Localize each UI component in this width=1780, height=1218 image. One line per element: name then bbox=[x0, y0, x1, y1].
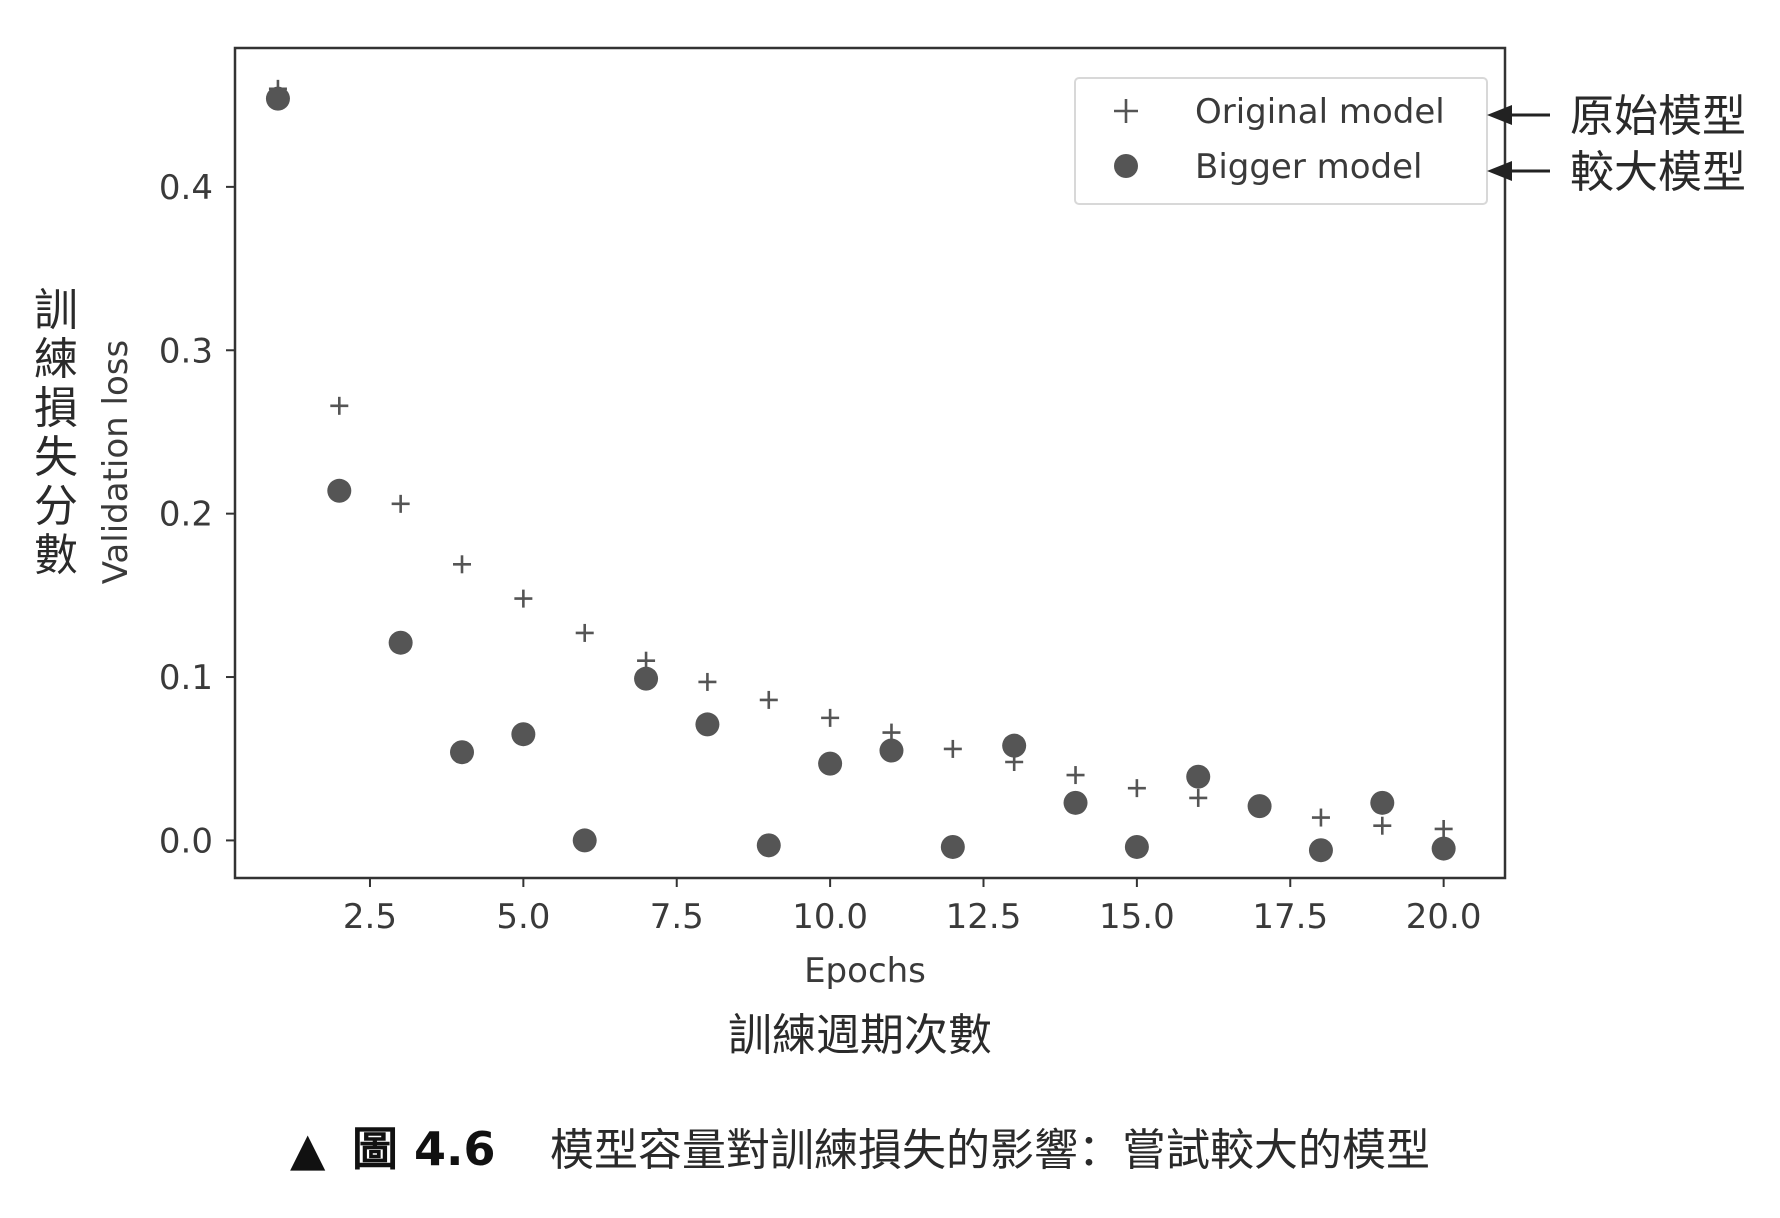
bigger-model-point bbox=[572, 828, 597, 853]
y-tick-label: 0.2 bbox=[159, 495, 213, 535]
original-model-point bbox=[821, 708, 840, 727]
y-axis-ticks: 0.0 0.1 0.2 0.3 0.4 bbox=[159, 168, 235, 861]
bigger-model-point bbox=[756, 833, 781, 858]
x-tick-label: 20.0 bbox=[1406, 897, 1482, 937]
x-axis-label-cn: 訓練週期次數 bbox=[728, 1010, 992, 1061]
legend-original-label: Original model bbox=[1195, 92, 1445, 132]
x-tick-label: 2.5 bbox=[343, 897, 397, 937]
y-axis-label-cn-char: 練 bbox=[34, 334, 78, 385]
bigger-model-point bbox=[1431, 836, 1456, 861]
original-model-point bbox=[759, 690, 778, 709]
caption-figure-number: 圖 4.6 bbox=[352, 1122, 496, 1176]
x-axis-ticks: 2.5 5.0 7.5 10.0 12.5 15.0 17.5 20.0 bbox=[343, 878, 1482, 937]
original-model-point bbox=[943, 739, 962, 758]
original-model-point bbox=[1434, 819, 1453, 838]
y-axis-label-cn-char: 訓 bbox=[34, 285, 78, 336]
original-model-point bbox=[1127, 779, 1146, 798]
y-tick-label: 0.0 bbox=[159, 821, 213, 861]
bigger-model-point bbox=[1063, 790, 1088, 815]
bigger-model-point bbox=[1124, 834, 1149, 859]
original-model-point bbox=[453, 555, 472, 574]
legend-box bbox=[1074, 77, 1488, 205]
bigger-model-point bbox=[695, 712, 720, 737]
y-axis-label-cn-char: 分 bbox=[34, 481, 78, 532]
y-tick-label: 0.1 bbox=[159, 658, 213, 698]
x-tick-label: 7.5 bbox=[650, 897, 704, 937]
legend-original-marker bbox=[1114, 99, 1138, 123]
original-model-point bbox=[575, 623, 594, 642]
y-axis-label-cn-char: 失 bbox=[34, 432, 78, 483]
bigger-model-point bbox=[511, 722, 536, 747]
bigger-model-point bbox=[327, 478, 352, 503]
original-model-point bbox=[1311, 808, 1330, 827]
x-tick-label: 5.0 bbox=[496, 897, 550, 937]
bigger-model-point bbox=[879, 738, 904, 763]
original-model-point bbox=[1066, 766, 1085, 785]
bigger-model-point bbox=[1370, 790, 1395, 815]
y-axis-label: Validation loss bbox=[96, 340, 136, 584]
bigger-model-point bbox=[1308, 838, 1333, 863]
figure-caption: ▲ 圖 4.6 模型容量對訓練損失的影響：嘗試較大的模型 bbox=[290, 1122, 1430, 1176]
y-axis-label-cn-char: 數 bbox=[34, 530, 78, 581]
bigger-model-point bbox=[450, 740, 475, 765]
y-tick-label: 0.4 bbox=[159, 168, 213, 208]
x-axis-label: Epochs bbox=[804, 951, 926, 991]
original-model-point bbox=[330, 396, 349, 415]
series-bigger-model bbox=[265, 86, 1456, 863]
plot-area bbox=[233, 46, 1507, 880]
legend: Original model Bigger model bbox=[1074, 77, 1488, 205]
bigger-model-point bbox=[388, 630, 413, 655]
caption-text: 模型容量對訓練損失的影響：嘗試較大的模型 bbox=[550, 1125, 1430, 1176]
original-model-point bbox=[1373, 816, 1392, 835]
original-model-point bbox=[698, 672, 717, 691]
bigger-model-point bbox=[1247, 794, 1272, 819]
y-axis-label-cn-char: 損 bbox=[34, 383, 78, 434]
bigger-model-point bbox=[634, 666, 659, 691]
annotation-original-label: 原始模型 bbox=[1570, 91, 1746, 142]
bigger-model-point bbox=[265, 86, 290, 111]
annotation-original-arrow bbox=[1487, 105, 1550, 125]
x-tick-label: 12.5 bbox=[946, 897, 1022, 937]
x-tick-label: 15.0 bbox=[1099, 897, 1175, 937]
original-model-point bbox=[391, 494, 410, 513]
x-tick-label: 17.5 bbox=[1252, 897, 1328, 937]
original-model-point bbox=[1189, 788, 1208, 807]
annotation-bigger-arrow bbox=[1487, 161, 1550, 181]
bigger-model-point bbox=[1186, 764, 1211, 789]
annotation-bigger-label: 較大模型 bbox=[1570, 147, 1746, 198]
bigger-model-point bbox=[940, 834, 965, 859]
bigger-model-point bbox=[1002, 733, 1027, 758]
y-tick-label: 0.3 bbox=[159, 331, 213, 371]
legend-bigger-marker bbox=[1114, 154, 1138, 178]
bigger-model-point bbox=[818, 751, 843, 776]
legend-bigger-label: Bigger model bbox=[1195, 147, 1423, 187]
x-tick-label: 10.0 bbox=[792, 897, 868, 937]
original-model-point bbox=[514, 589, 533, 608]
caption-marker: ▲ bbox=[290, 1122, 326, 1176]
